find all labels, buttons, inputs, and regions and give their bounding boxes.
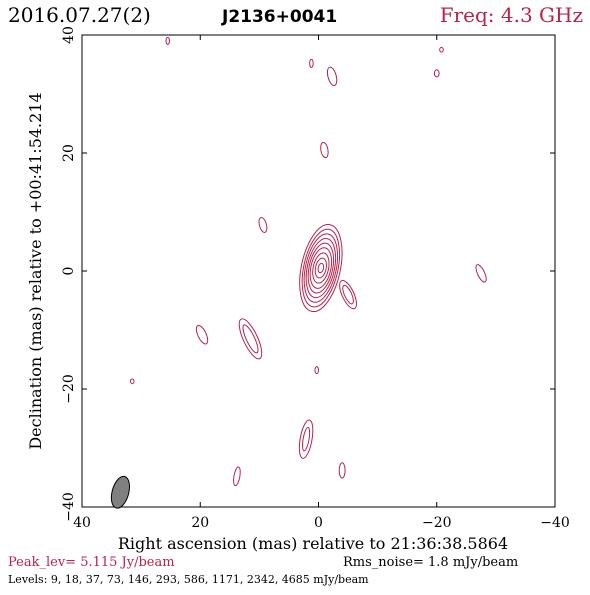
component-contour: [326, 66, 338, 86]
axis-ticks: [81, 34, 556, 508]
component-contour: [165, 36, 171, 45]
peak-level: Peak_lev= 5.115 Jy/beam: [8, 555, 175, 570]
core-contour: [314, 257, 327, 279]
x-tick-label: 20: [191, 515, 209, 531]
component-contour: [302, 427, 311, 452]
component-contour: [298, 419, 314, 459]
core-contour: [317, 262, 325, 274]
component-contour: [314, 366, 320, 375]
component-contour: [233, 466, 241, 487]
core-contour: [309, 247, 333, 289]
component-contour: [242, 324, 259, 354]
core-contour: [307, 242, 335, 294]
x-axis-label: Right ascension (mas) relative to 21:36:…: [118, 534, 508, 553]
rms-noise: Rms_noise= 1.8 mJy/beam: [343, 555, 518, 570]
beam-layer: [110, 475, 130, 509]
contour-levels: Levels: 9, 18, 37, 73, 146, 293, 586, 11…: [8, 573, 369, 586]
component-contour: [195, 324, 209, 345]
y-tick-label: 20: [61, 144, 77, 162]
component-contour: [258, 217, 268, 233]
core-contour: [312, 252, 330, 284]
y-tick-labels: −40 −20 0 20 40: [61, 26, 77, 522]
core-contour: [303, 233, 339, 303]
component-contour: [338, 462, 346, 479]
frequency-label: Freq: 4.3 GHz: [440, 3, 583, 27]
source-name: J2136+0041: [221, 7, 337, 27]
component-contour: [320, 141, 329, 159]
component-contour: [475, 264, 487, 283]
contour-layer: [129, 36, 487, 487]
core-contour: [305, 237, 337, 299]
beam-ellipse: [110, 475, 130, 509]
x-tick-label: −40: [540, 515, 570, 531]
y-tick-label: 40: [61, 26, 77, 44]
core-contour: [299, 224, 343, 313]
x-tick-labels: 40 20 0 −20 −40: [73, 515, 570, 531]
component-contour: [129, 378, 135, 385]
component-contour: [433, 69, 440, 78]
y-tick-label: −20: [61, 374, 77, 404]
component-contour: [238, 318, 263, 360]
core-contour: [301, 228, 341, 308]
component-contour: [339, 279, 357, 310]
y-tick-label: −40: [61, 492, 77, 522]
y-tick-label: 0: [61, 267, 77, 276]
x-tick-label: 40: [73, 515, 91, 531]
component-contour: [439, 46, 444, 53]
observation-date: 2016.07.27(2): [8, 3, 151, 27]
x-tick-label: 0: [314, 515, 323, 531]
y-axis-label: Declination (mas) relative to +00:41:54.…: [26, 92, 45, 449]
component-contour: [309, 58, 314, 68]
x-tick-label: −20: [422, 515, 452, 531]
component-contour: [342, 284, 354, 305]
